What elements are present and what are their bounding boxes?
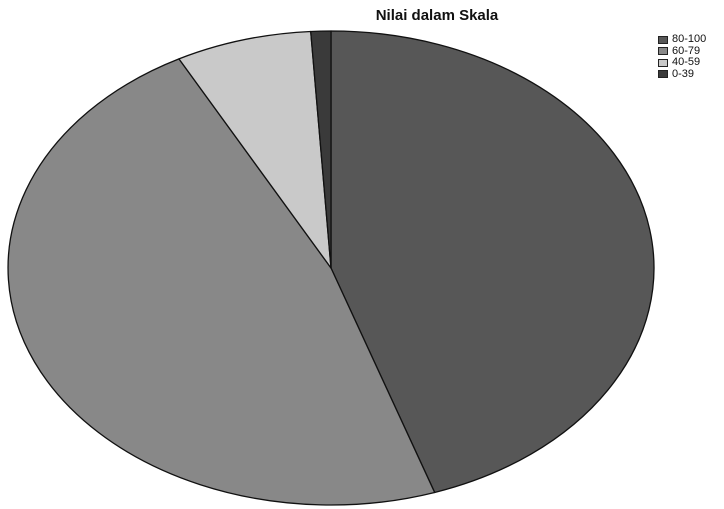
pie-slice-40-59 <box>178 30 332 269</box>
pie-slice-0-39 <box>310 30 332 269</box>
legend-swatch <box>658 70 668 79</box>
chart-title: Nilai dalam Skala <box>375 7 499 24</box>
legend-label: 0-39 <box>672 67 695 80</box>
legend-item-60-79: 60-79 <box>658 44 706 58</box>
legend-label: 40-59 <box>672 56 701 68</box>
legend-item-40-59: 40-59 <box>658 56 706 69</box>
legend-swatch <box>658 35 668 44</box>
legend-label: 60-79 <box>672 44 701 57</box>
pie-slices <box>7 30 655 506</box>
legend-label: 80-100 <box>672 33 707 45</box>
legend-item-0-39: 0-39 <box>658 67 706 81</box>
legend: 80-100 60-79 40-59 0-39 <box>658 33 707 81</box>
legend-swatch <box>658 47 668 56</box>
pie-slice-80-100 <box>330 30 655 494</box>
legend-swatch <box>658 58 668 67</box>
legend-item-80-100: 80-100 <box>658 33 707 46</box>
pie-slice-60-79 <box>7 58 436 506</box>
